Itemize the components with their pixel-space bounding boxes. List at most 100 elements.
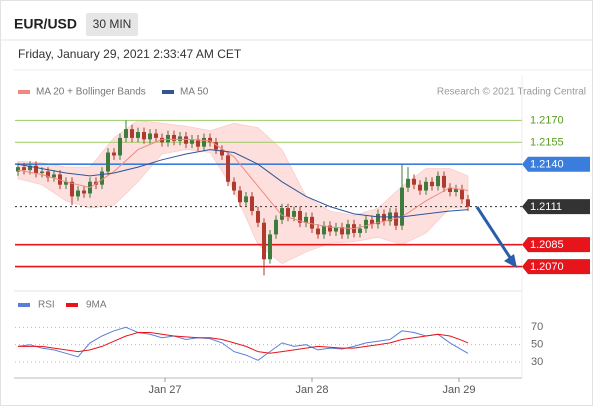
candle-body xyxy=(304,216,308,223)
candle-body xyxy=(340,227,344,235)
forecast-arrow xyxy=(475,206,513,260)
candle-body xyxy=(466,199,470,207)
timeframe-badge xyxy=(86,13,138,36)
candle-body xyxy=(220,149,224,156)
candle-body xyxy=(292,211,296,217)
level-tag xyxy=(522,259,590,275)
y-tick-label: 70 xyxy=(531,321,543,333)
candle-body xyxy=(148,133,152,140)
credit: Research © 2021 Trading Central xyxy=(437,87,586,98)
level-label: 1.2085 xyxy=(530,239,564,251)
candle-body xyxy=(196,139,200,147)
legend-label: MA 20 + Bollinger Bands xyxy=(36,87,146,98)
candle-body xyxy=(82,190,86,194)
candle-body xyxy=(124,129,128,138)
candle-body xyxy=(22,167,26,171)
candle-body xyxy=(316,228,320,235)
candle-body xyxy=(448,187,452,193)
candle-body xyxy=(394,212,398,226)
x-tick-label: Jan 27 xyxy=(148,384,181,396)
candle-body xyxy=(52,174,56,178)
candle-body xyxy=(166,134,170,143)
candle-body xyxy=(118,137,122,156)
candle-body xyxy=(142,132,146,140)
candle-body xyxy=(226,155,230,182)
candle-body xyxy=(40,171,44,173)
candle-body xyxy=(202,137,206,147)
legend-label: 9MA xyxy=(86,300,107,311)
candle-body xyxy=(172,134,176,141)
timeframe: 30 MIN xyxy=(93,17,132,31)
candle-body xyxy=(250,196,254,212)
level-label: 1.2111 xyxy=(530,201,562,213)
candle-body xyxy=(136,132,140,138)
candle-body xyxy=(232,181,236,191)
y-tick-label: 50 xyxy=(531,339,543,351)
legend-swatch xyxy=(18,303,30,307)
symbol: EUR/USD xyxy=(14,16,77,32)
legend-swatch xyxy=(66,303,78,307)
level-label: 1.2140 xyxy=(530,159,564,171)
candle-body xyxy=(262,222,266,260)
rsi-line xyxy=(17,326,469,361)
candle-body xyxy=(256,211,260,223)
level-tag xyxy=(522,199,590,215)
rsi-line xyxy=(18,332,469,354)
candle-body xyxy=(430,181,434,187)
candle-body xyxy=(412,178,416,185)
candle-body xyxy=(208,137,212,143)
legend-swatch xyxy=(162,90,174,94)
candle-body xyxy=(328,225,332,232)
candle-body xyxy=(130,129,134,138)
ma-line xyxy=(17,138,469,230)
candle-body xyxy=(70,181,74,197)
candle-body xyxy=(364,219,368,229)
candle-body xyxy=(268,234,272,260)
candle-body xyxy=(154,133,158,138)
candle-body xyxy=(376,213,380,225)
level-tag xyxy=(522,156,590,172)
candle-body xyxy=(34,165,38,173)
candle-body xyxy=(370,219,374,225)
candle-body xyxy=(382,213,386,222)
legend-label: MA 50 xyxy=(180,87,209,98)
candle-body xyxy=(454,189,458,193)
y-tick-label: 30 xyxy=(531,356,543,368)
candle-body xyxy=(298,211,302,223)
candle-body xyxy=(424,181,428,191)
candle-body xyxy=(244,196,248,203)
candle-body xyxy=(106,152,110,172)
level-label: 1.2070 xyxy=(530,261,564,273)
candle-body xyxy=(334,227,338,232)
candle-body xyxy=(160,137,164,143)
candle-body xyxy=(418,184,422,191)
level-label: 1.2155 xyxy=(530,137,564,149)
level-tag xyxy=(522,237,590,253)
candle-body xyxy=(238,190,242,203)
candle-body xyxy=(322,225,326,235)
candle-body xyxy=(46,171,50,178)
candle-body xyxy=(442,175,446,188)
candle-body xyxy=(112,152,116,156)
candle-body xyxy=(400,187,404,226)
candle-body xyxy=(28,165,32,171)
candle-body xyxy=(76,190,80,197)
candle-body xyxy=(214,142,218,150)
level-label: 1.2170 xyxy=(530,115,564,127)
timestamp: Friday, January 29, 2021 2:33:47 AM CET xyxy=(18,47,242,61)
candle-body xyxy=(100,171,104,185)
candle-body xyxy=(310,216,314,229)
candle-body xyxy=(460,189,464,200)
ma-line xyxy=(17,149,469,218)
x-tick-label: Jan 29 xyxy=(442,384,475,396)
x-tick-label: Jan 28 xyxy=(295,384,328,396)
candle-body xyxy=(286,208,290,217)
candle-body xyxy=(406,178,410,188)
legend-swatch xyxy=(18,90,30,94)
candle-body xyxy=(280,208,284,220)
candle-body xyxy=(190,139,194,144)
candle-body xyxy=(358,228,362,233)
arrow-head xyxy=(504,254,517,268)
candle-body xyxy=(346,224,350,235)
